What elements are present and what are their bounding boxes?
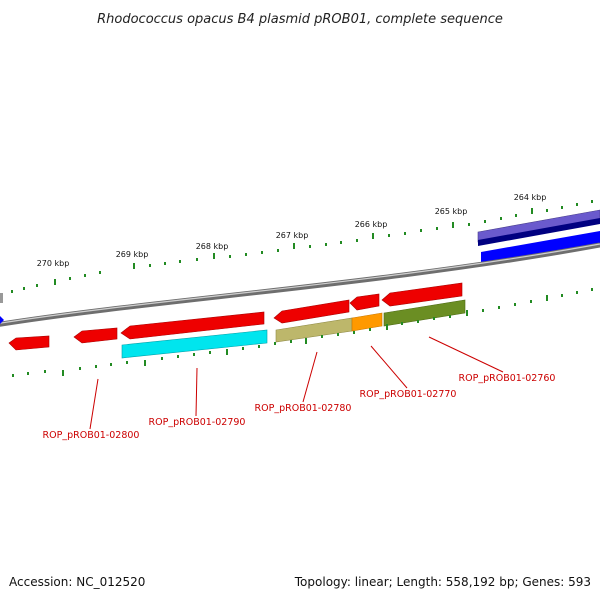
reverse-genes (8, 282, 463, 351)
backbone (0, 242, 600, 327)
scale-label-264: 264 kbp (514, 193, 547, 202)
gene-label-02790[interactable]: ROP_pROB01-02790 (149, 417, 246, 428)
summary-text: Topology: linear; Length: 558,192 bp; Ge… (294, 575, 591, 589)
leader-line (195, 367, 198, 417)
map-title: Rhodococcus opacus B4 plasmid pROB01, co… (97, 12, 503, 27)
scale-label-267: 267 kbp (276, 231, 309, 240)
gene-arrow-red[interactable] (73, 327, 118, 344)
gene-labels: ROP_pROB01-02800 ROP_pROB01-02790 ROP_pR… (43, 373, 556, 441)
scale-label-270: 270 kbp (37, 259, 70, 268)
scale-label-266: 266 kbp (355, 220, 388, 229)
gene-arrow-red[interactable] (381, 282, 463, 307)
gene-label-02770[interactable]: ROP_pROB01-02770 (360, 389, 457, 400)
leader-line (89, 378, 99, 430)
scale-label-268: 268 kbp (196, 242, 229, 251)
callout-lines (89, 336, 504, 430)
blue-feature[interactable] (481, 231, 600, 265)
navy-feature[interactable] (478, 218, 600, 246)
accession-text: Accession: NC_012520 (9, 575, 145, 589)
outer-tick-ring (11, 200, 593, 293)
scale-label-265: 265 kbp (435, 207, 468, 216)
gene-arrow-red[interactable] (8, 335, 50, 351)
blue-marker (0, 316, 4, 324)
leader-line (428, 336, 504, 373)
inner-tick-ring (12, 288, 593, 377)
gene-label-02760[interactable]: ROP_pROB01-02760 (459, 373, 556, 384)
slate-blue-feature[interactable] (477, 209, 600, 243)
leader-line (302, 351, 318, 403)
reverse-features (121, 299, 466, 359)
scale-label-269: 269 kbp (116, 250, 149, 259)
gene-label-02800[interactable]: ROP_pROB01-02800 (43, 430, 140, 441)
orange-feature[interactable] (351, 312, 383, 332)
gene-arrow-red[interactable] (120, 311, 265, 340)
leader-line (370, 345, 408, 389)
left-edge-feature (0, 293, 3, 303)
gene-label-02780[interactable]: ROP_pROB01-02780 (255, 403, 352, 414)
cyan-feature[interactable] (121, 329, 268, 359)
olive-feature[interactable] (383, 299, 466, 327)
scale-labels: 270 kbp 269 kbp 268 kbp 267 kbp 266 kbp … (37, 193, 547, 268)
gene-arrow-red[interactable] (349, 293, 380, 311)
forward-features (477, 209, 600, 265)
gene-arrow-red[interactable] (273, 299, 350, 324)
